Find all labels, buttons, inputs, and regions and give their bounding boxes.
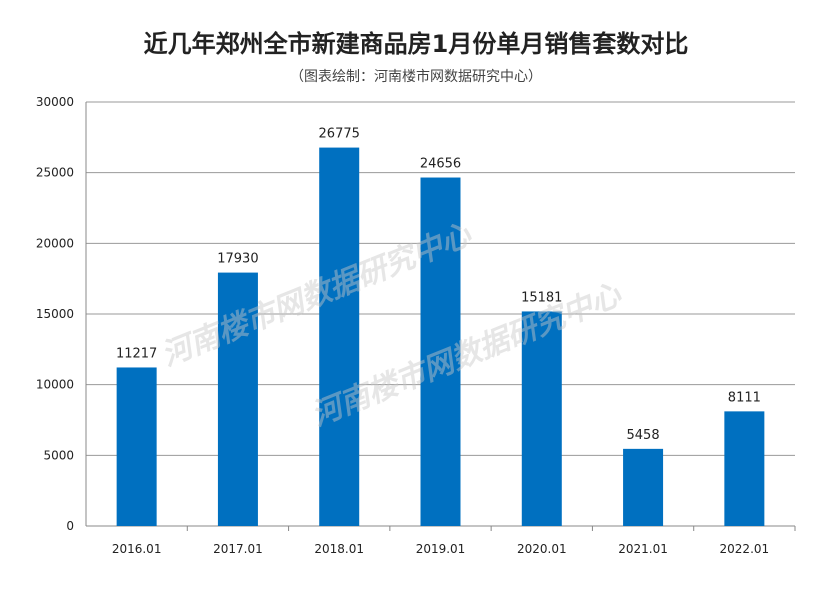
bar-2018.01 [319, 147, 360, 526]
y-tick-label: 0 [66, 519, 74, 533]
x-tick-label: 2016.01 [112, 542, 162, 556]
x-tick-label: 2017.01 [213, 542, 263, 556]
chart-title: 近几年郑州全市新建商品房1月份单月销售套数对比 [143, 30, 689, 58]
data-label: 5458 [627, 428, 660, 443]
bar-2016.01 [116, 367, 157, 526]
y-tick-label: 10000 [36, 378, 74, 392]
x-tick-label: 2022.01 [720, 542, 770, 556]
bar-2020.01 [521, 311, 562, 526]
x-tick-label: 2021.01 [618, 542, 668, 556]
x-tick-label: 2020.01 [517, 542, 567, 556]
y-tick-label: 5000 [43, 448, 74, 462]
chart-subtitle: （图表绘制：河南楼市网数据研究中心） [290, 69, 542, 85]
data-label: 15181 [521, 290, 562, 305]
x-tick-label: 2019.01 [416, 542, 466, 556]
x-tick-label: 2018.01 [314, 542, 364, 556]
data-label: 24656 [420, 157, 461, 172]
y-tick-label: 15000 [36, 307, 74, 321]
bar-2017.01 [217, 272, 258, 526]
data-label: 26775 [319, 127, 360, 142]
data-label: 8111 [728, 390, 761, 405]
bar-2022.01 [724, 411, 765, 526]
bar-2021.01 [623, 448, 664, 526]
bar-2019.01 [420, 177, 461, 526]
y-tick-label: 20000 [36, 236, 74, 250]
y-tick-label: 25000 [36, 166, 74, 180]
data-label: 11217 [116, 346, 157, 361]
data-label: 17930 [217, 252, 258, 267]
y-tick-label: 30000 [36, 95, 74, 109]
